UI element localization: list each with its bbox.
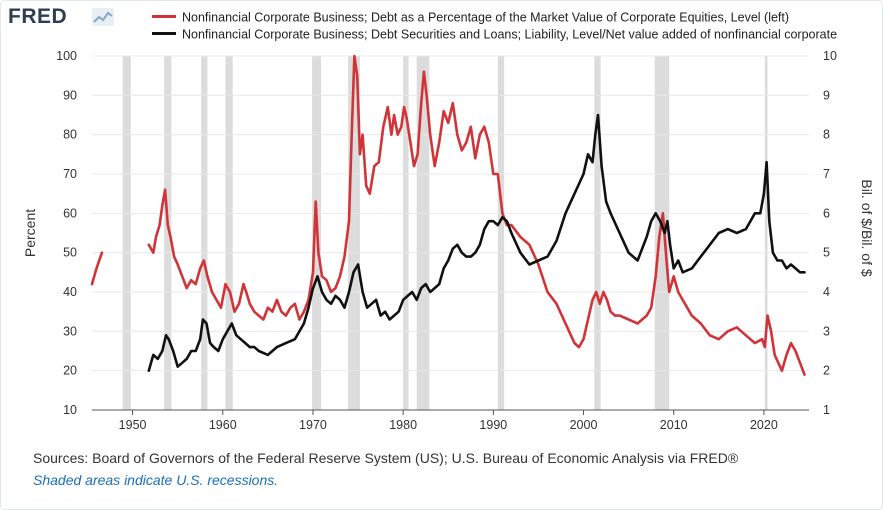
y-axis-title-right: Bil. of $/Bil. of $ <box>859 179 875 276</box>
fred-logo[interactable]: FRED <box>8 5 68 28</box>
axes: 1950 1960 1970 1980 1990 2000 2010 202010203040… <box>56 49 837 432</box>
series-0-line-0 <box>90 251 104 286</box>
y-axis-title-left: Percent <box>22 209 38 257</box>
x-tick-label-3: 1980 <box>389 418 417 432</box>
y-right-tick-label-6: 7 <box>823 167 830 181</box>
recession-band-2 <box>201 56 208 410</box>
legend-swatch-red <box>152 15 176 19</box>
recession-band-6 <box>403 56 409 410</box>
y-left-tick-label-4: 50 <box>63 246 77 260</box>
line-graph-icon <box>92 8 114 26</box>
y-right-tick-label-7: 8 <box>823 128 830 142</box>
chart-footer: Sources: Board of Governors of the Feder… <box>33 450 738 488</box>
recession-band-7 <box>416 56 430 410</box>
y-left-tick-label-0: 10 <box>63 403 77 417</box>
series-0-line-1 <box>147 54 806 376</box>
y-left-tick-label-7: 80 <box>63 128 77 142</box>
series-lines <box>90 54 806 376</box>
recession-band-8 <box>497 56 505 410</box>
y-left-tick-label-1: 20 <box>63 364 77 378</box>
y-left-tick-label-6: 70 <box>63 167 77 181</box>
recession-band-10 <box>654 56 670 410</box>
y-left-tick-label-2: 30 <box>63 324 77 338</box>
recession-band-11 <box>764 56 768 410</box>
x-tick-label-4: 1990 <box>479 418 507 432</box>
y-left-tick-label-5: 60 <box>63 206 77 220</box>
chart-header: FRED Nonfinancial Corporate Business; De… <box>0 0 883 56</box>
legend-swatch-black <box>152 32 176 36</box>
x-tick-label-5: 2000 <box>570 418 598 432</box>
recession-band-0 <box>122 56 131 410</box>
recession-bands <box>122 56 768 410</box>
y-right-tick-label-5: 6 <box>823 206 830 220</box>
x-tick-label-0: 1950 <box>119 418 147 432</box>
recession-band-5 <box>348 56 360 410</box>
x-tick-label-1: 1960 <box>209 418 237 432</box>
y-right-tick-label-0: 1 <box>823 403 830 417</box>
x-tick-label-7: 2020 <box>750 418 778 432</box>
recession-note[interactable]: Shaded areas indicate U.S. recessions. <box>33 472 279 488</box>
y-right-tick-label-3: 4 <box>823 285 830 299</box>
x-tick-label-6: 2010 <box>660 418 688 432</box>
sources-text: Sources: Board of Governors of the Feder… <box>33 450 739 466</box>
legend-entry-debt-to-value-added[interactable]: Nonfinancial Corporate Business; Debt Se… <box>152 27 837 43</box>
y-right-tick-label-4: 5 <box>823 246 830 260</box>
legend-label-debt-to-value-added: Nonfinancial Corporate Business; Debt Se… <box>182 27 838 42</box>
y-left-tick-label-3: 40 <box>63 285 77 299</box>
y-right-tick-label-2: 3 <box>823 324 830 338</box>
y-left-tick-label-9: 100 <box>56 49 77 63</box>
y-left-tick-label-8: 90 <box>63 88 77 102</box>
y-right-tick-label-1: 2 <box>823 364 830 378</box>
recession-band-9 <box>594 56 601 410</box>
y-right-tick-label-9: 10 <box>823 49 837 63</box>
plot-area: 1950 1960 1970 1980 1990 2000 2010 202010203040… <box>22 49 875 432</box>
series-1-line-0 <box>147 113 806 373</box>
recession-band-3 <box>225 56 233 410</box>
legend-label-debt-to-equity: Nonfinancial Corporate Business; Debt as… <box>182 10 790 25</box>
recession-band-1 <box>164 56 172 410</box>
x-tick-label-2: 1970 <box>299 418 327 432</box>
y-right-tick-label-8: 9 <box>823 88 830 102</box>
legend-entry-debt-to-equity[interactable]: Nonfinancial Corporate Business; Debt as… <box>152 10 789 26</box>
